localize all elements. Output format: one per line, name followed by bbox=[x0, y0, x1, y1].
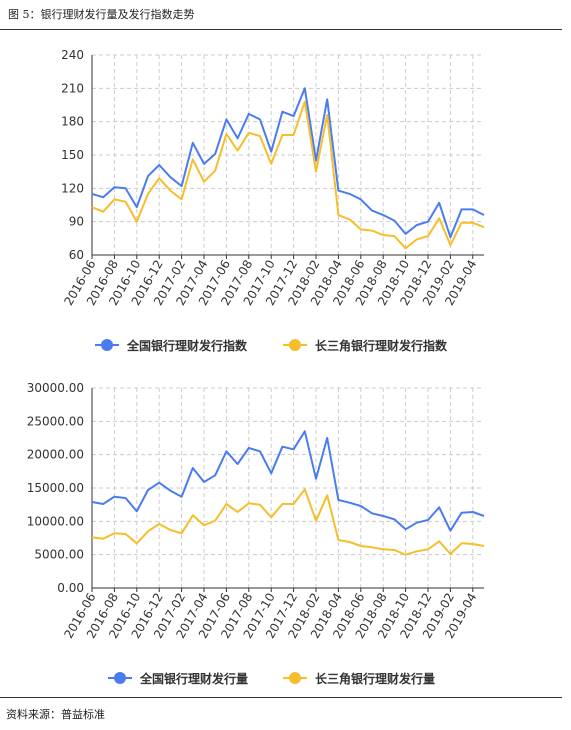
y-tick-label: 15000.00 bbox=[27, 481, 84, 495]
series-line-yrd bbox=[91, 100, 485, 250]
y-tick-label: 5000.00 bbox=[34, 548, 84, 562]
legend-marker bbox=[289, 672, 301, 684]
issuance-volume-chart: 0.00 5000.00 10000.00 15000.00 20000.00 25000… bbox=[27, 381, 485, 686]
legend-label: 全国银行理财发行量 bbox=[139, 671, 248, 686]
legend-label: 全国银行理财发行指数 bbox=[126, 338, 248, 353]
y-tick-label: 25000.00 bbox=[27, 414, 84, 428]
source-note: 资料来源：普益标准 bbox=[6, 708, 105, 721]
top-rule bbox=[0, 29, 562, 30]
series-line-yrd bbox=[91, 488, 485, 556]
y-tick-label: 150 bbox=[61, 148, 84, 162]
y-tick-label: 180 bbox=[61, 115, 84, 129]
legend-marker bbox=[114, 672, 126, 684]
issuance-index-chart: 60901201501802102402016-062016-082016-10… bbox=[61, 48, 485, 353]
legend-label: 长三角银行理财发行指数 bbox=[315, 338, 448, 353]
figure-title: 图 5：银行理财发行量及发行指数走势 bbox=[8, 8, 195, 21]
legend-label: 长三角银行理财发行量 bbox=[315, 671, 435, 686]
y-tick-label: 90 bbox=[69, 215, 84, 229]
series-line-national bbox=[91, 87, 485, 239]
y-tick-label: 20000.00 bbox=[27, 448, 84, 462]
legend-marker bbox=[101, 339, 113, 351]
y-tick-label: 0.00 bbox=[57, 581, 84, 595]
series-line-national bbox=[91, 430, 485, 532]
legend-marker bbox=[289, 339, 301, 351]
y-tick-label: 240 bbox=[61, 48, 84, 62]
y-tick-label: 10000.00 bbox=[27, 514, 84, 528]
y-tick-label: 120 bbox=[61, 181, 84, 195]
y-tick-label: 30000.00 bbox=[27, 381, 84, 395]
y-tick-label: 60 bbox=[69, 248, 84, 262]
y-tick-label: 210 bbox=[61, 81, 84, 95]
bottom-rule bbox=[0, 697, 562, 698]
